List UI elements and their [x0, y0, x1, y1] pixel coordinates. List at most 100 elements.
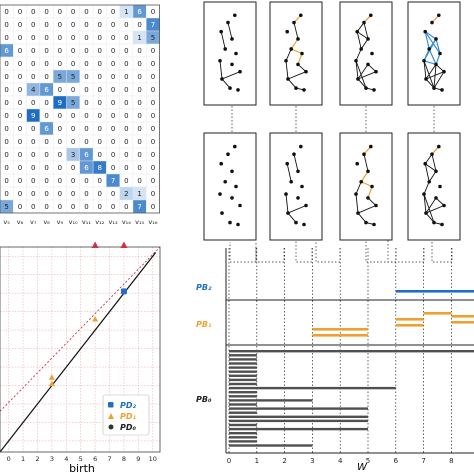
filtration-vertex: [289, 179, 294, 184]
matrix-value: 0: [71, 112, 75, 120]
matrix-value: 0: [44, 138, 48, 146]
connector-line: [365, 240, 397, 263]
filtration-vertex: [299, 13, 303, 18]
filtration-edge: [227, 22, 233, 40]
matrix-value: 0: [111, 125, 115, 133]
pd1-point: [92, 316, 99, 322]
matrix-value: 0: [137, 151, 141, 159]
pb1-bar: [395, 324, 424, 327]
barcode-row-label: PB₂: [196, 283, 212, 292]
matrix-col-label: v₁₄: [122, 218, 131, 226]
matrix-value: 0: [151, 86, 155, 94]
filtration-vertex: [233, 144, 237, 149]
matrix-value: 0: [58, 151, 62, 159]
matrix-value: 0: [44, 190, 48, 198]
filtration-edge: [423, 194, 427, 214]
filtration-edge: [357, 64, 369, 80]
matrix-col-label: v₅: [3, 218, 10, 226]
filtration-vertex: [284, 58, 288, 63]
filtration-vertex: [366, 37, 370, 41]
matrix-value: 0: [151, 60, 155, 68]
matrix-col-label: v₁₆: [148, 218, 157, 226]
matrix-value: 0: [124, 125, 128, 133]
matrix-value: 0: [137, 73, 141, 81]
matrix-value: 0: [111, 99, 115, 107]
matrix-value: 0: [124, 34, 128, 42]
matrix-value: 0: [151, 99, 155, 107]
matrix-col-label: v₈: [43, 218, 50, 226]
matrix-col-label: v₁₅: [135, 218, 144, 226]
matrix-value: 4: [31, 86, 36, 94]
matrix-value: 1: [137, 34, 141, 42]
matrix-value: 0: [124, 151, 128, 159]
matrix-value: 0: [137, 86, 141, 94]
matrix-value: 0: [137, 138, 141, 146]
filtration-vertex: [369, 144, 373, 149]
matrix-value: 7: [137, 203, 141, 211]
matrix-value: 0: [44, 60, 48, 68]
matrix-value: 0: [98, 177, 102, 185]
matrix-value: 0: [98, 151, 102, 159]
pd-x-tick: 6: [93, 455, 97, 463]
filtration-edge: [356, 31, 362, 50]
filtration-vertex: [442, 69, 446, 74]
matrix-value: 0: [58, 138, 62, 146]
matrix-value: 0: [98, 47, 102, 55]
pb1-bar: [451, 315, 474, 318]
matrix-value: 0: [58, 86, 62, 94]
filtration-vertex: [223, 179, 227, 184]
filtration-vertex: [218, 192, 222, 196]
matrix-value: 0: [4, 21, 8, 29]
pb0-bar: [229, 427, 368, 431]
filtration-edge: [433, 71, 445, 89]
filtration-edge: [423, 181, 430, 195]
pb1-bar: [312, 328, 368, 331]
filtration-vertex: [285, 161, 290, 166]
filtration-edge: [424, 163, 437, 172]
filtration-vertex: [362, 152, 366, 156]
filtration-vertex: [430, 20, 434, 25]
pb0-bar: [229, 391, 257, 394]
pb0-bar: [229, 419, 368, 423]
filtration-edge: [355, 48, 362, 61]
matrix-value: 0: [4, 112, 8, 120]
matrix-value: 0: [44, 34, 48, 42]
matrix-col-label: v₉: [57, 218, 64, 226]
pd1-point: [48, 380, 55, 387]
filtration-edge: [424, 31, 437, 40]
matrix-value: 6: [44, 125, 49, 133]
filtration-vertex: [234, 184, 238, 189]
matrix-value: 6: [84, 151, 89, 159]
matrix-value: 0: [58, 112, 62, 120]
connector-line: [229, 242, 257, 263]
filtration-edge: [425, 212, 435, 223]
filtration-vertex: [219, 29, 223, 34]
filtration-edge: [293, 154, 299, 172]
matrix-value: 0: [44, 164, 48, 172]
filtration-edge: [286, 163, 292, 182]
filtration-edge: [220, 31, 226, 50]
pd-x-tick: 2: [35, 455, 39, 463]
filtration-edge: [357, 78, 367, 89]
matrix-value: 0: [44, 8, 48, 16]
filtration-vertex: [236, 88, 240, 92]
pb0-bar: [229, 378, 257, 382]
filtration-edge: [360, 170, 369, 183]
matrix-value: 0: [44, 177, 48, 185]
matrix-value: 0: [18, 138, 22, 146]
filtration-vertex: [423, 29, 428, 34]
filtration-edge: [219, 60, 223, 80]
matrix-value: 0: [44, 73, 48, 81]
matrix-value: 6: [44, 86, 49, 94]
pd-legend-symbol-pd0: [108, 424, 114, 430]
matrix-value: 0: [71, 203, 75, 211]
matrix-value: 0: [124, 47, 128, 55]
pd-infinity-marker: [91, 241, 99, 248]
matrix-value: 0: [151, 112, 155, 120]
matrix-value: 3: [71, 151, 75, 159]
filtration-edge: [290, 48, 303, 55]
matrix-value: 0: [151, 164, 155, 172]
filtration-vertex: [438, 184, 442, 189]
filtration-vertex: [284, 192, 288, 196]
